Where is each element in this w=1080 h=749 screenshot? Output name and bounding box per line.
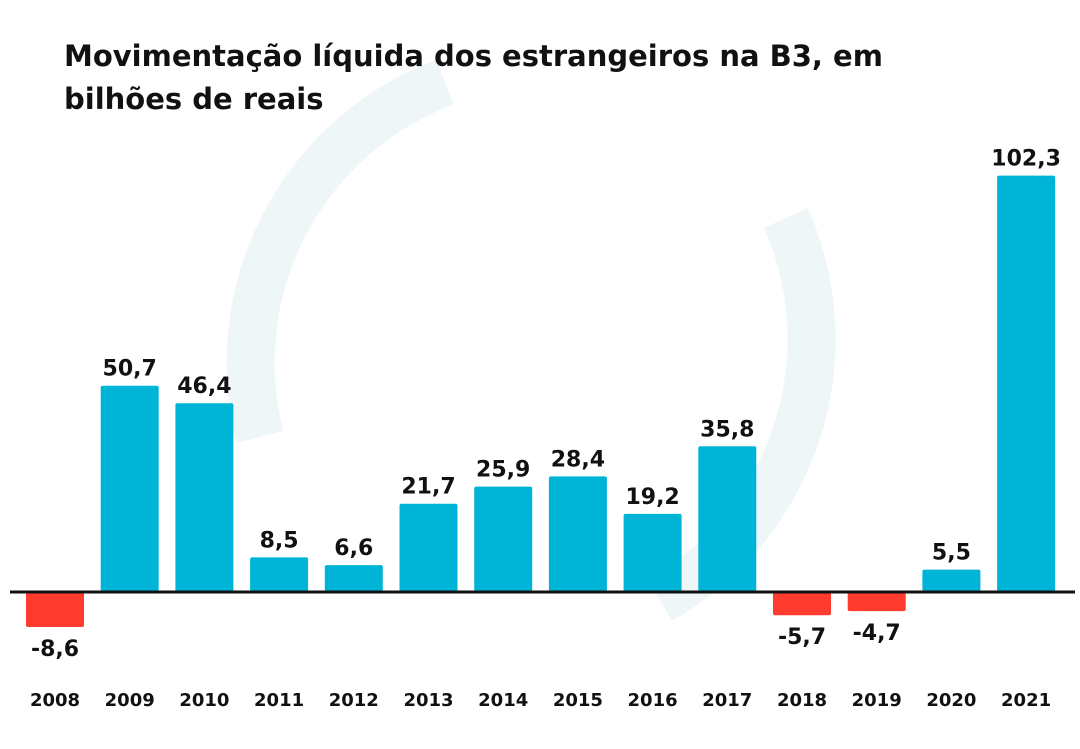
x-tick-2014: 2014 <box>478 690 528 711</box>
x-tick-2020: 2020 <box>926 690 976 711</box>
bar-2008 <box>26 592 84 627</box>
bar-2012 <box>324 565 383 592</box>
bar-2015 <box>548 476 607 592</box>
x-tick-2009: 2009 <box>105 690 155 711</box>
bar-2020 <box>922 569 981 592</box>
value-label-2014: 25,9 <box>476 458 530 483</box>
chart-title-line-2: bilhões de reais <box>64 82 324 116</box>
value-label-2020: 5,5 <box>932 541 971 566</box>
value-label-2012: 6,6 <box>334 536 373 561</box>
x-tick-2008: 2008 <box>30 690 80 711</box>
value-label-2011: 8,5 <box>260 528 299 553</box>
value-label-2009: 50,7 <box>103 357 157 382</box>
value-label-2013: 21,7 <box>401 475 455 500</box>
value-label-2019: -4,7 <box>853 621 901 646</box>
value-label-2010: 46,4 <box>177 374 231 399</box>
x-tick-2015: 2015 <box>553 690 603 711</box>
bar-2009 <box>100 385 159 592</box>
bar-2017 <box>698 446 757 592</box>
x-tick-2011: 2011 <box>254 690 304 711</box>
x-tick-2021: 2021 <box>1001 690 1051 711</box>
value-label-2017: 35,8 <box>700 417 754 442</box>
value-label-2018: -5,7 <box>778 625 826 650</box>
x-tick-2018: 2018 <box>777 690 827 711</box>
value-label-2015: 28,4 <box>551 447 605 472</box>
value-labels: -8,6 50,7 46,4 8,5 6,6 21,7 25,9 28,4 19,2 35,8 -5… <box>31 147 1061 662</box>
value-label-2016: 19,2 <box>625 485 679 510</box>
bar-2011 <box>250 557 309 592</box>
x-tick-2017: 2017 <box>702 690 752 711</box>
x-tick-2019: 2019 <box>852 690 902 711</box>
bars <box>26 175 1056 627</box>
value-label-2021: 102,3 <box>991 147 1061 172</box>
bar-2016 <box>623 513 682 592</box>
bar-2013 <box>399 503 458 592</box>
bar-2018 <box>773 592 831 616</box>
x-tick-2012: 2012 <box>329 690 379 711</box>
x-tick-2010: 2010 <box>179 690 229 711</box>
x-tick-2013: 2013 <box>403 690 453 711</box>
bar-2019 <box>847 592 906 612</box>
value-label-2008: -8,6 <box>31 637 79 662</box>
x-axis-ticks: 2008 2009 2010 2011 2012 2013 2014 2015 2016 2017… <box>30 690 1051 711</box>
bar-2021 <box>997 175 1056 592</box>
bar-2010 <box>175 403 234 592</box>
chart-title-line-1: Movimentação líquida dos estrangeiros na… <box>64 39 883 73</box>
bar-2014 <box>474 486 533 592</box>
x-tick-2016: 2016 <box>628 690 678 711</box>
